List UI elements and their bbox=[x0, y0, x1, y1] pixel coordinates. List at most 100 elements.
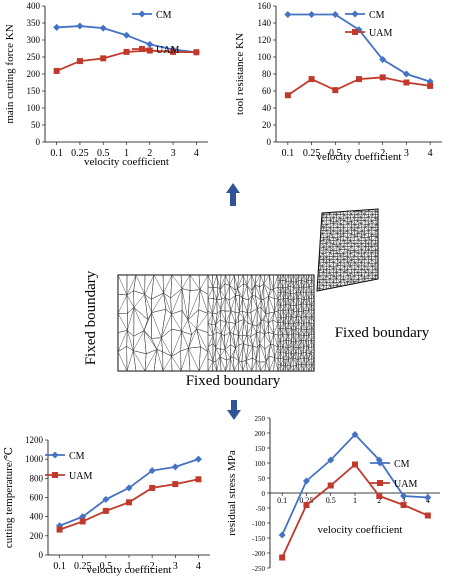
data-point bbox=[351, 431, 359, 438]
data-point bbox=[53, 67, 60, 74]
series-uam bbox=[53, 47, 200, 74]
data-point bbox=[170, 48, 177, 55]
x-tick-label: 3 bbox=[402, 496, 406, 505]
legend-item-uam: UAM bbox=[370, 479, 417, 490]
arrow-up-icon bbox=[226, 183, 240, 206]
y-tick-label: 60 bbox=[262, 86, 272, 96]
data-point bbox=[79, 513, 87, 521]
data-point bbox=[352, 461, 358, 468]
data-point bbox=[402, 70, 410, 78]
data-point bbox=[308, 76, 315, 83]
data-point bbox=[403, 79, 410, 86]
y-tick-label: 50 bbox=[258, 475, 266, 483]
legend-label: UAM bbox=[369, 28, 392, 39]
data-point bbox=[195, 476, 202, 483]
legend-marker bbox=[351, 10, 359, 18]
legend-marker bbox=[376, 459, 384, 467]
y-tick-label: -50 bbox=[256, 505, 266, 513]
y-tick-label: 80 bbox=[262, 69, 272, 79]
x-tick-label: 1 bbox=[357, 148, 362, 159]
y-tick-label: 600 bbox=[30, 493, 44, 503]
x-tick-label: 0.1 bbox=[277, 496, 287, 505]
x-tick-label: 0.1 bbox=[53, 561, 66, 572]
y-tick-label: 800 bbox=[30, 473, 44, 483]
y-tick-label: 200 bbox=[30, 531, 44, 541]
legend-label: CM bbox=[369, 10, 385, 21]
x-tick-label: 3 bbox=[173, 561, 178, 572]
data-point bbox=[102, 495, 110, 503]
data-point bbox=[424, 512, 431, 519]
y-tick-label: 40 bbox=[262, 103, 272, 113]
data-point bbox=[123, 48, 130, 55]
legend-label: UAM bbox=[69, 471, 92, 482]
x-tick-label: 3 bbox=[404, 148, 409, 159]
data-point bbox=[284, 11, 292, 18]
data-point bbox=[327, 482, 334, 489]
x-tick-label: 1 bbox=[124, 148, 129, 159]
y-tick-label: 400 bbox=[30, 512, 44, 522]
x-tick-label: 0.1 bbox=[50, 148, 63, 159]
y-axis-title: tool resistance KN bbox=[234, 33, 246, 115]
legend-marker bbox=[139, 46, 145, 52]
data-point bbox=[356, 76, 362, 83]
series-cm bbox=[56, 455, 202, 530]
y-tick-label: 20 bbox=[262, 120, 272, 130]
fixed-boundary-bottom-label: Fixed boundary bbox=[186, 373, 281, 389]
data-point bbox=[76, 22, 84, 30]
data-point bbox=[332, 87, 339, 94]
y-tick-label: 1000 bbox=[25, 454, 44, 464]
chart-2: 0 20 40 60 80 100 120 140 160 0.1 0.25 0.5 1 2 3 4 veloc… bbox=[234, 1, 442, 163]
legend-marker bbox=[352, 29, 358, 35]
x-tick-label: 4 bbox=[194, 148, 199, 159]
data-point bbox=[279, 554, 286, 561]
x-tick-label: 0.1 bbox=[282, 148, 295, 159]
data-point bbox=[125, 484, 133, 492]
series-cm bbox=[284, 11, 434, 86]
y-tick-label: 100 bbox=[258, 52, 272, 62]
x-tick-label: 0.5 bbox=[100, 561, 113, 572]
fixed-boundary-right-label: Fixed boundary bbox=[335, 325, 430, 341]
series-uam bbox=[284, 74, 434, 99]
data-point bbox=[331, 11, 339, 18]
workpiece-mesh bbox=[118, 275, 314, 371]
arrow-down-icon bbox=[227, 400, 241, 420]
y-tick-label: 150 bbox=[27, 86, 41, 96]
data-point bbox=[99, 24, 107, 32]
x-tick-label: 1 bbox=[353, 496, 357, 505]
y-tick-label: 200 bbox=[255, 430, 266, 438]
data-point bbox=[400, 492, 408, 500]
mesh-lines bbox=[277, 275, 314, 371]
data-point bbox=[302, 477, 310, 485]
y-axis-title: residual stress MPa bbox=[226, 450, 238, 536]
data-point bbox=[172, 481, 179, 488]
y-tick-label: 250 bbox=[27, 52, 41, 62]
data-point bbox=[148, 467, 156, 475]
x-tick-label: 2 bbox=[380, 148, 385, 159]
data-point bbox=[53, 23, 61, 31]
y-tick-label: 100 bbox=[27, 103, 41, 113]
data-point bbox=[424, 494, 432, 501]
legend-marker bbox=[51, 451, 59, 459]
legend-item-cm: CM bbox=[370, 459, 410, 470]
data-point bbox=[149, 484, 156, 491]
data-point bbox=[284, 92, 291, 99]
x-tick-label: 0.25 bbox=[299, 496, 313, 505]
legend-item-uam: UAM bbox=[45, 471, 92, 482]
x-tick-label: 4 bbox=[196, 561, 201, 572]
y-tick-label: -150 bbox=[252, 535, 265, 543]
legend-marker bbox=[138, 10, 146, 18]
y-tick-label: 300 bbox=[27, 35, 41, 45]
data-point bbox=[76, 58, 83, 65]
x-tick-label: 0.5 bbox=[326, 496, 336, 505]
y-tick-label: 120 bbox=[258, 35, 272, 45]
data-point bbox=[379, 74, 386, 81]
x-tick-label: 0.25 bbox=[71, 148, 89, 159]
y-axis-title: main cutting force KN bbox=[4, 24, 16, 123]
fixed-boundary-left-label: Fixed boundary bbox=[83, 270, 99, 365]
legend-label: UAM bbox=[156, 45, 179, 56]
x-axis-title: velocity coefficient bbox=[86, 564, 171, 576]
chart-3: 0 200 400 600 800 1000 1200 0.1 0.25 0.5 1 2 3 4 veloc… bbox=[3, 435, 210, 576]
x-axis-title: velocity coefficient bbox=[316, 151, 401, 163]
series-uam bbox=[279, 461, 431, 561]
